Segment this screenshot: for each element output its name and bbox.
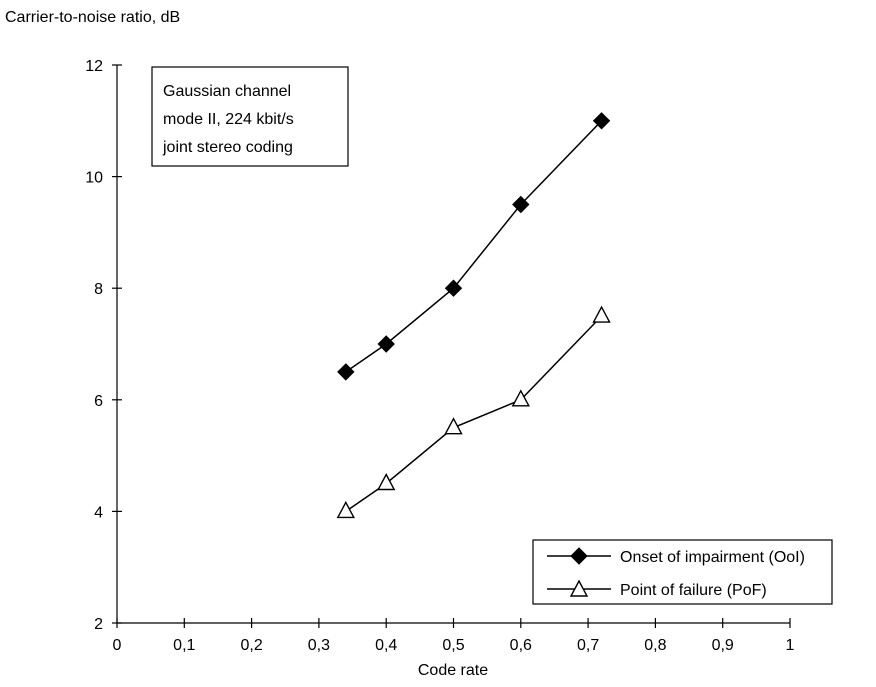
legend: Onset of impairment (OoI) Point of failu… [532,539,833,605]
plot-area: 2 4 6 8 10 12 0 0,1 0,2 0,3 0,4 0,5 0,6 0,7 0,8 0,9 1 [85,58,794,654]
data-point-pof [336,500,355,519]
x-tick-label: 0,6 [510,637,532,654]
data-point-pof [511,389,530,407]
y-tick-label: 2 [94,616,103,633]
data-point-pof [377,473,396,491]
data-point-ooi [444,279,463,297]
legend-label-ooi: Onset of impairment (OoI) [620,549,805,566]
y-ticks: 2 4 6 8 10 12 [85,58,122,633]
x-axis-label: Code rate [418,662,488,679]
data-point-ooi [592,112,611,130]
annotation-box: Gaussian channel mode II, 224 kbit/s joi… [151,66,349,167]
x-ticks: 0 0,1 0,2 0,3 0,4 0,5 0,6 0,7 0,8 0,9 1 [113,618,795,654]
y-tick-label: 4 [94,504,103,521]
y-tick-label: 8 [94,281,103,298]
data-point-pof [444,417,463,435]
x-tick-label: 0,9 [712,637,734,654]
x-tick-label: 0,8 [644,637,666,654]
x-tick-label: 0,1 [173,637,195,654]
y-tick-label: 6 [94,393,103,410]
x-tick-label: 0,7 [577,637,599,654]
x-tick-label: 1 [786,637,795,654]
x-tick-label: 0,3 [308,637,330,654]
data-point-ooi [377,335,395,353]
y-tick-label: 12 [85,58,103,75]
series-layer [336,112,611,519]
data-point-ooi [512,195,530,214]
annotation-frame [151,66,349,167]
data-point-ooi [337,363,355,381]
series-line-ooi [345,120,603,373]
x-tick-label: 0,5 [442,637,464,654]
legend-marker-ooi [570,547,588,565]
annotation-line: Gaussian channel [163,83,291,100]
x-tick-label: 0,2 [240,637,262,654]
legend-label-pof: Point of failure (PoF) [620,582,767,599]
data-point-pof [592,305,611,323]
x-tick-label: 0,4 [375,637,397,654]
y-tick-label: 10 [85,170,103,187]
y-axis-label: Carrier-to-noise ratio, dB [5,9,180,26]
annotation-line: joint stereo coding [162,139,293,156]
x-tick-label: 0 [113,637,122,654]
legend-marker-pof [569,579,589,597]
annotation-line: mode II, 224 kbit/s [163,111,294,128]
